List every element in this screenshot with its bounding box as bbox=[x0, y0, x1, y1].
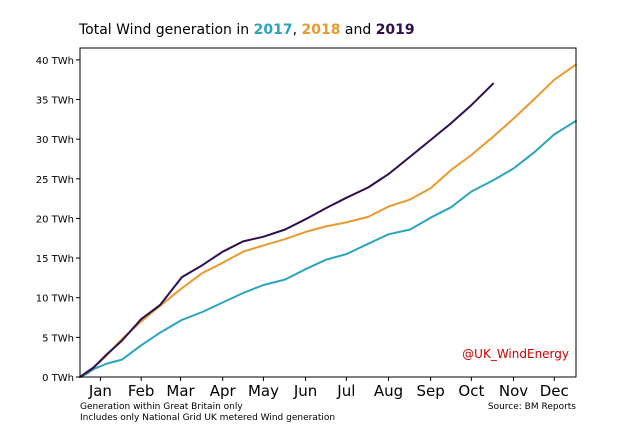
watermark-label: @UK_WindEnergy bbox=[462, 347, 569, 361]
title-and: and bbox=[344, 22, 372, 38]
title-year-2019: 2019 bbox=[375, 22, 415, 38]
footer-note-metering: Includes only National Grid UK metered W… bbox=[80, 413, 336, 423]
series-line-2017 bbox=[79, 119, 577, 378]
series-line-2018 bbox=[79, 63, 577, 378]
y-tick-label: 20 TWh bbox=[36, 214, 74, 225]
x-tick-label: Jan bbox=[88, 382, 112, 400]
title-prefix: Total Wind generation in bbox=[79, 22, 250, 38]
footer-source: Source: BM Reports bbox=[487, 402, 576, 412]
y-tick-label: 15 TWh bbox=[36, 254, 74, 265]
x-tick-label: Mar bbox=[166, 382, 195, 400]
title-year-2018: 2018 bbox=[301, 22, 341, 38]
y-tick-label: 25 TWh bbox=[36, 175, 74, 186]
series-line-2019 bbox=[79, 82, 495, 378]
chart-title: Total Wind generation in 2017, 2018 and … bbox=[79, 22, 415, 38]
y-tick-label: 30 TWh bbox=[36, 135, 74, 146]
x-tick-label: Nov bbox=[499, 382, 528, 400]
x-tick-label: Apr bbox=[210, 382, 237, 400]
series-lines bbox=[79, 63, 577, 378]
x-tick-label: Sep bbox=[416, 382, 444, 400]
x-axis: Jan Feb Mar Apr May Jun Jul Aug Sep Oct Nov Dec bbox=[88, 377, 569, 400]
y-tick-label: 40 TWh bbox=[36, 56, 74, 67]
y-tick-label: 35 TWh bbox=[36, 96, 74, 107]
title-separator: , bbox=[292, 22, 298, 38]
y-tick-label: 0 TWh bbox=[42, 373, 74, 384]
x-tick-label: Aug bbox=[374, 382, 403, 400]
footer-note-region: Generation within Great Britain only bbox=[80, 402, 243, 412]
y-tick-label: 5 TWh bbox=[42, 333, 74, 344]
x-tick-label: Jun bbox=[293, 382, 317, 400]
x-tick-label: Dec bbox=[540, 382, 569, 400]
footer-notes: Generation within Great Britain only Inc… bbox=[80, 402, 335, 424]
y-axis: 0 TWh 5 TWh 10 TWh 15 TWh 20 TWh 25 TWh 30 TWh… bbox=[36, 56, 80, 384]
x-tick-label: Oct bbox=[458, 382, 484, 400]
x-tick-label: Jul bbox=[336, 382, 355, 400]
y-tick-label: 10 TWh bbox=[36, 294, 74, 305]
title-year-2017: 2017 bbox=[253, 22, 293, 38]
x-tick-label: May bbox=[248, 382, 279, 400]
x-tick-label: Feb bbox=[128, 382, 155, 400]
plot-frame bbox=[79, 47, 577, 378]
